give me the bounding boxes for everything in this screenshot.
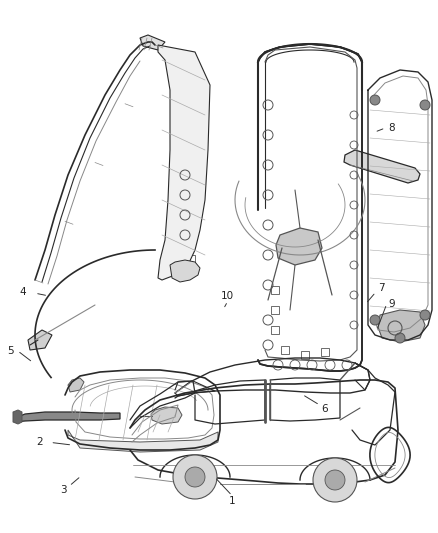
Bar — [301, 351, 309, 359]
Circle shape — [370, 315, 380, 325]
Bar — [281, 346, 289, 354]
Circle shape — [420, 310, 430, 320]
Polygon shape — [68, 378, 84, 392]
Circle shape — [313, 458, 357, 502]
Bar — [271, 326, 279, 334]
Bar — [271, 286, 279, 294]
Circle shape — [185, 467, 205, 487]
Polygon shape — [13, 410, 22, 424]
Text: 7: 7 — [378, 283, 385, 293]
Text: 2: 2 — [36, 438, 43, 447]
Polygon shape — [15, 412, 120, 422]
Text: 1: 1 — [229, 496, 236, 506]
Circle shape — [395, 333, 405, 343]
Bar — [271, 306, 279, 314]
Polygon shape — [170, 260, 200, 282]
Circle shape — [173, 455, 217, 499]
Bar — [321, 348, 329, 356]
Polygon shape — [276, 228, 322, 265]
Text: 10: 10 — [221, 291, 234, 301]
Polygon shape — [378, 310, 425, 342]
Polygon shape — [28, 330, 52, 350]
Polygon shape — [151, 407, 182, 424]
Bar — [185, 255, 195, 265]
Circle shape — [325, 470, 345, 490]
Text: 9: 9 — [389, 299, 396, 309]
Polygon shape — [158, 45, 210, 280]
Text: 3: 3 — [60, 486, 67, 495]
Polygon shape — [140, 35, 165, 50]
Text: 4: 4 — [20, 287, 27, 297]
Text: 5: 5 — [7, 346, 14, 356]
Bar — [180, 150, 190, 160]
Circle shape — [370, 95, 380, 105]
Text: 6: 6 — [321, 405, 328, 414]
Polygon shape — [344, 150, 420, 183]
Text: 8: 8 — [389, 123, 396, 133]
Polygon shape — [68, 430, 218, 452]
Circle shape — [420, 100, 430, 110]
